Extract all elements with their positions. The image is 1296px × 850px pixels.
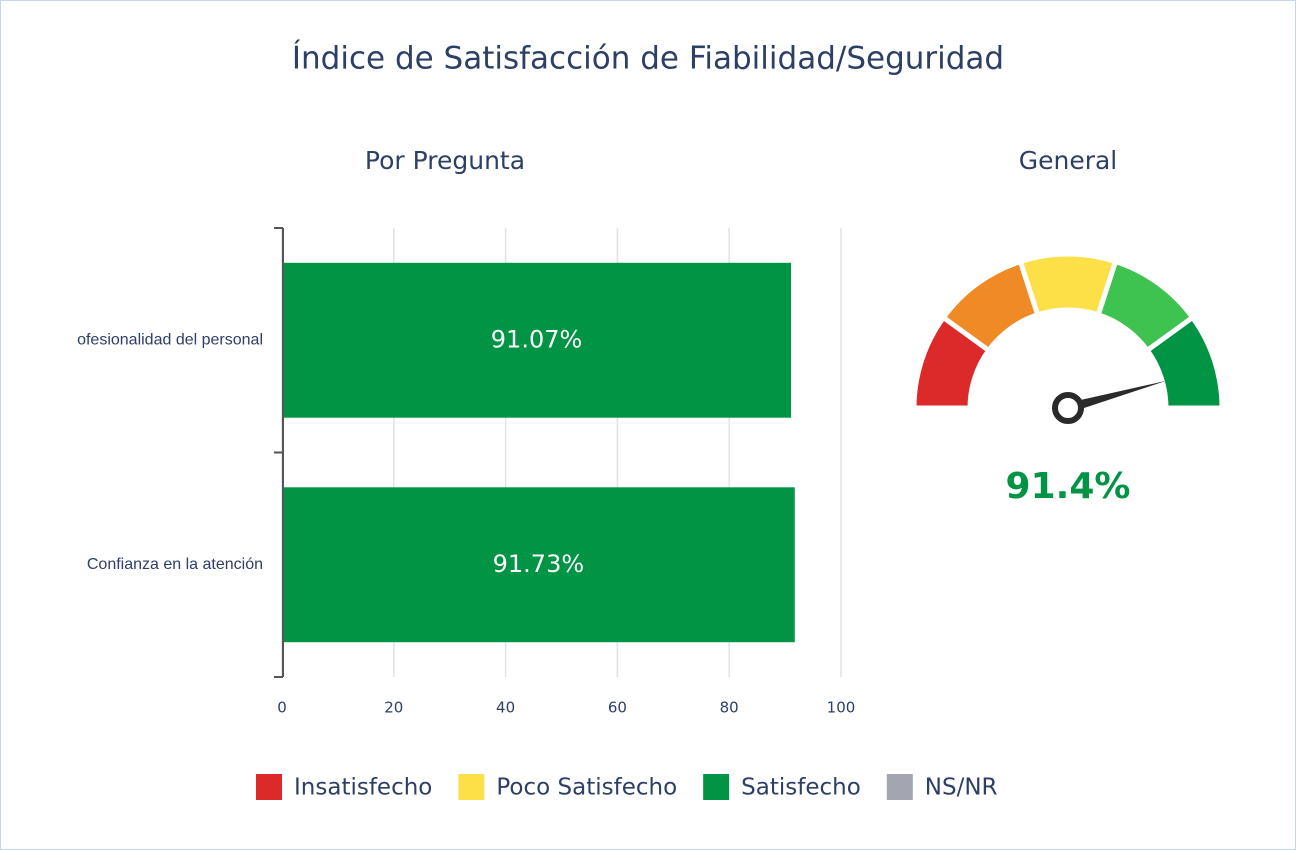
gauge-value-label: 91.4% (1006, 466, 1131, 507)
x-tick-label: 60 (608, 699, 627, 717)
category-label: Confianza en la atención (87, 556, 263, 573)
legend-label: Poco Satisfecho (496, 775, 677, 801)
category-label: ofesionalidad del personal (77, 331, 263, 348)
bar (282, 262, 792, 418)
x-tick-label: 100 (827, 699, 856, 717)
bar-title: Por Pregunta (365, 146, 525, 175)
x-tick-label: 20 (384, 699, 403, 717)
legend-label: NS/NR (925, 775, 998, 801)
legend-swatch (256, 774, 282, 800)
bar-value-label: 91.07% (491, 325, 583, 353)
page-title: Índice de Satisfacción de Fiabilidad/Seg… (292, 41, 1004, 77)
x-tick-label: 0 (277, 699, 287, 717)
bar-value-label: 91.73% (493, 550, 585, 578)
gauge-title: General (1019, 146, 1118, 175)
gauge-needle (1066, 380, 1167, 413)
legend-swatch (886, 774, 913, 800)
x-tick-label: 80 (720, 699, 739, 717)
legend-label: Insatisfecho (294, 775, 432, 801)
legend-swatch (703, 774, 730, 800)
x-tick-label: 40 (496, 699, 515, 717)
legend-swatch (458, 774, 485, 800)
gauge-band (1143, 313, 1225, 411)
bar (282, 487, 795, 643)
legend-label: Satisfecho (741, 775, 861, 801)
gauge-hub (1052, 392, 1084, 424)
